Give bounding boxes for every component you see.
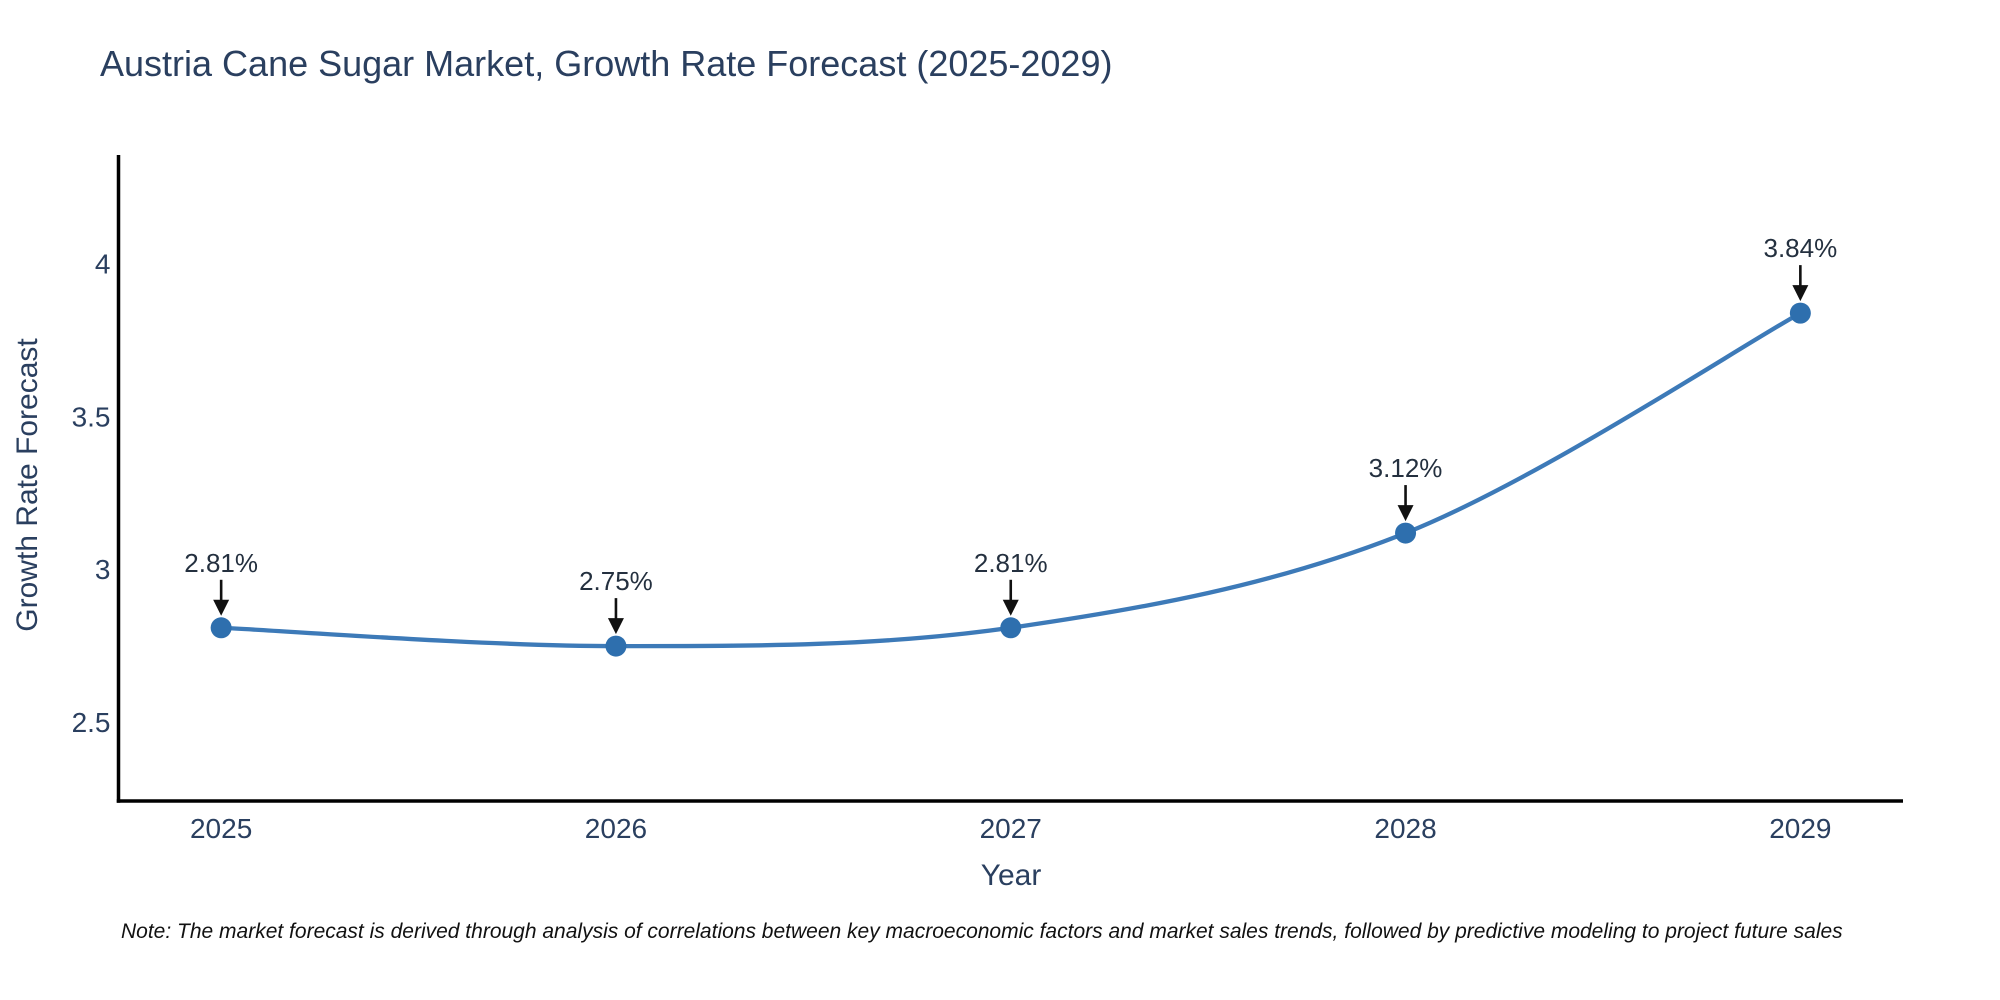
- data-point-marker: [1395, 522, 1417, 544]
- y-tick-label: 2.5: [72, 707, 111, 738]
- x-axis-title: Year: [980, 859, 1042, 892]
- data-point-marker: [210, 617, 232, 639]
- data-point-label: 3.84%: [1763, 233, 1837, 263]
- annotation-arrowhead: [213, 599, 230, 616]
- x-tick-label: 2029: [1769, 813, 1831, 844]
- data-point-marker: [605, 635, 627, 657]
- x-tick-label: 2028: [1374, 813, 1436, 844]
- chart-title: Austria Cane Sugar Market, Growth Rate F…: [100, 43, 1113, 84]
- data-point-marker: [1000, 617, 1022, 639]
- x-tick-label: 2026: [585, 813, 647, 844]
- data-point-label: 2.81%: [974, 548, 1048, 578]
- annotation-arrowhead: [1792, 285, 1809, 302]
- x-tick-label: 2027: [980, 813, 1042, 844]
- y-tick-label: 4: [95, 249, 111, 280]
- annotation-arrowhead: [1397, 505, 1414, 522]
- data-point-marker: [1789, 302, 1811, 324]
- footnote: Note: The market forecast is derived thr…: [121, 920, 1843, 943]
- y-tick-label: 3.5: [72, 401, 111, 432]
- annotation-arrowhead: [1002, 599, 1019, 616]
- data-point-label: 3.12%: [1369, 453, 1443, 483]
- annotation-arrowhead: [607, 618, 624, 635]
- x-tick-label: 2025: [190, 813, 252, 844]
- y-tick-label: 3: [95, 554, 111, 585]
- data-point-label: 2.81%: [184, 548, 258, 578]
- data-point-label: 2.75%: [579, 566, 653, 596]
